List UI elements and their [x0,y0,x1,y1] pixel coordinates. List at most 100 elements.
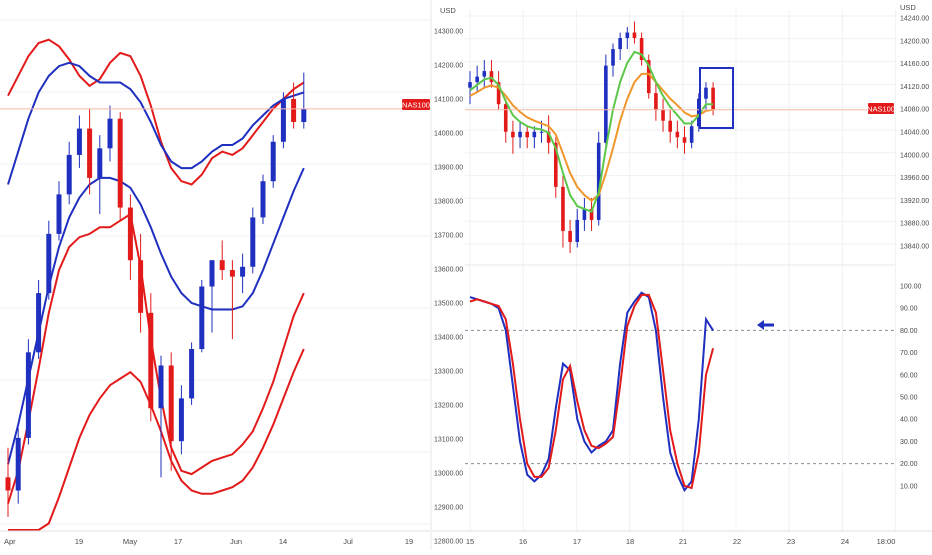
left-bands [7,38,305,531]
left-x-tick-label: Apr [4,537,16,546]
right-candle-body [704,87,708,99]
right-candle-body [589,208,594,220]
left-candle-body [301,108,307,122]
right-price-y-tick-label: 13920.00 [900,198,929,205]
right-candle-body [611,49,615,66]
right-left-y-tick-label: 12800.00 [434,539,463,546]
right-price-y-tick-label: 14040.00 [900,130,929,137]
right-candle-body [561,186,565,231]
left-candle-body [56,194,62,234]
left-candle-body [46,233,52,294]
left-candle-body [127,207,133,261]
left-candle-body [107,118,113,149]
left-x-tick-label: Jun [230,537,242,546]
oscillator-y-tick-label: 10.00 [900,483,918,490]
right-x-tick-label: 18 [626,537,634,546]
right-x-axis: 15 16 17 18 21 22 23 24 18:00 [432,530,932,546]
right-x-tick-label: 22 [733,537,741,546]
left-x-tick-label: 19 [75,537,83,546]
right-candle-body [625,32,630,39]
oscillator-reference-lines [465,329,895,465]
right-left-y-tick-label: 13700.00 [434,233,463,240]
right-candle-body [496,82,501,105]
right-candle-body [582,208,587,220]
left-grid [0,19,430,525]
right-price-y-tick-label: 14240.00 [900,16,929,23]
right-candle-body [539,131,544,133]
left-candle-body [76,128,82,155]
left-x-tick-label: 14 [279,537,287,546]
oscillator-y-tick-label: 20.00 [900,461,918,468]
right-candles [468,21,715,253]
oscillator-y-tick-label: 50.00 [900,395,918,402]
right-candle-body [575,219,580,242]
right-left-y-tick-label: 14200.00 [434,63,463,70]
left-candle-body [15,437,21,491]
right-x-tick-label: 15 [466,537,474,546]
left-x-tick-label: 17 [174,537,182,546]
oscillator-line-1 [469,291,714,493]
right-x-tick-label: 23 [787,537,795,546]
right-candle-body [654,93,658,110]
right-price-y-tick-label: 13840.00 [900,244,929,251]
left-band-outer-upper [7,38,305,186]
right-candle-body [518,131,522,138]
right-candle-body [675,131,680,138]
arrow-annotation[interactable] [757,320,774,330]
right-candle-body [604,65,608,143]
left-price-marker: NAS100 [402,99,430,110]
oscillator-lines [469,291,715,493]
left-chart-pane[interactable]: NAS100 Apr 19 May 17 Jun 14 Jul 19 [0,19,430,546]
right-candle-body [503,104,508,132]
right-candle-body [546,131,551,143]
oscillator-y-tick-label: 100.00 [900,284,922,291]
right-candle-body [682,137,687,143]
right-price-marker-bg [868,103,894,114]
left-candle-body [168,365,174,442]
right-candle-body [511,131,515,138]
right-candle-body [689,126,694,143]
left-price-marker-label: NAS100 [402,101,430,110]
left-candle-body [178,398,184,442]
left-candle-body [36,293,42,353]
oscillator-y-tick-label: 70.00 [900,350,918,357]
right-chart-pane[interactable]: 14300.00 14200.00 14100.00 14000.00 13900.00… [432,3,932,546]
right-candle-body [711,87,715,110]
highlight-rectangle[interactable] [699,67,734,129]
right-x-tick-label: 18:00 [877,537,896,546]
right-left-y-tick-label: 13800.00 [434,199,463,206]
left-x-tick-label: Jul [343,537,353,546]
right-left-y-axis: 14300.00 14200.00 14100.00 14000.00 13900.00… [434,29,463,546]
right-price-y-tick-label: 14120.00 [900,84,929,91]
right-left-y-tick-label: 13000.00 [434,471,463,478]
right-left-y-tick-label: 13400.00 [434,335,463,342]
left-band-inner-upper [7,61,305,185]
left-candle-body [270,141,276,182]
left-candle-body [229,270,235,277]
oscillator-y-tick-label: 60.00 [900,372,918,379]
right-candle-body [596,142,601,220]
right-candle-body [618,38,622,50]
left-candle-body [66,154,72,195]
left-x-tick-label: 19 [405,537,413,546]
right-candle-body [661,109,665,121]
right-x-tick-label: 21 [679,537,687,546]
right-ema-slow [469,72,714,202]
oscillator-y-axis: 100.00 90.00 80.00 70.00 60.00 50.00 40.00 30.0… [900,284,922,491]
left-candle-body [219,260,225,271]
right-price-y-tick-label: 13880.00 [900,221,929,228]
left-band-middle [7,167,305,465]
left-candle-body [240,266,246,277]
right-price-y-tick-label: 14160.00 [900,61,929,68]
left-band-inner-lower [8,348,305,531]
left-candle-body [260,181,266,218]
right-candle-body [639,38,644,61]
right-candle-body [468,82,472,88]
right-candle-body [525,131,529,138]
left-band-outer-lower [7,212,305,504]
right-left-y-tick-label: 12900.00 [434,505,463,512]
oscillator-y-tick-label: 80.00 [900,328,918,335]
left-x-axis: Apr 19 May 17 Jun 14 Jul 19 [0,530,430,546]
right-candle-body [475,76,479,83]
right-candle-body [632,32,637,39]
